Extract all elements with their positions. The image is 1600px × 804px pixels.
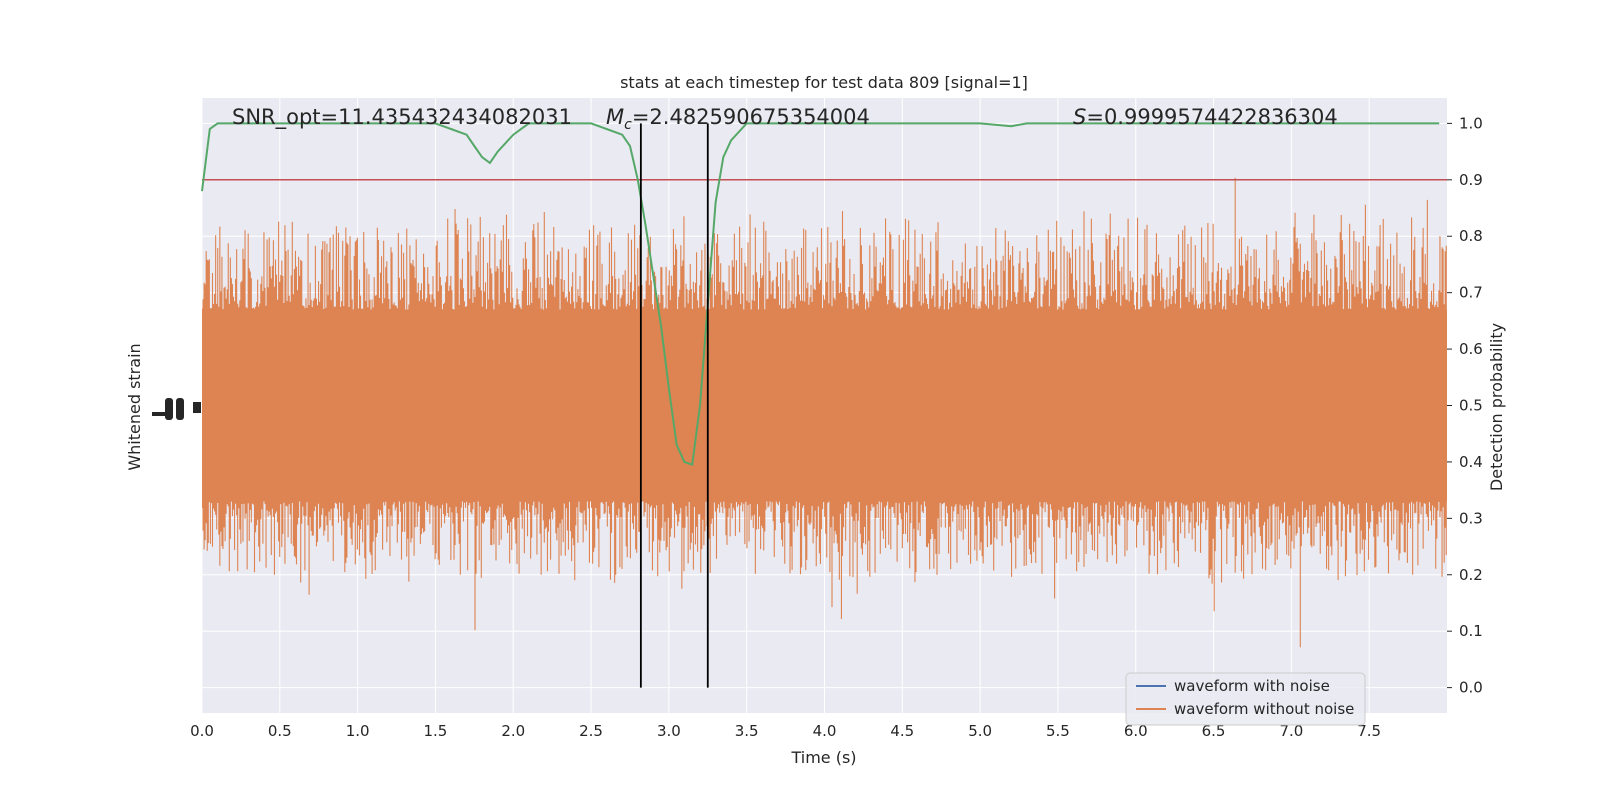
detection-probability-line <box>201 122 1440 467</box>
x-tick-label: 5.5 <box>1046 722 1070 740</box>
legend-label-with-noise: waveform with noise <box>1174 677 1330 695</box>
x-tick-label: 4.5 <box>890 722 914 740</box>
noise-band <box>202 177 1447 648</box>
x-tick-label: 3.0 <box>657 722 681 740</box>
mc-symbol: M <box>606 105 624 129</box>
left-tick-clutter <box>152 398 201 420</box>
y-right-tick-label: 0.9 <box>1459 171 1483 189</box>
reference-lines <box>201 122 1447 688</box>
mc-value: =2.482590675354004 <box>632 105 870 129</box>
y-axis-label-left: Whitened strain <box>125 343 144 470</box>
tick-labels: 0.0 0.5 1.0 1.5 2.0 2.5 3.0 3.5 4.0 4.5 5.0 5.5 6.0 6… <box>190 114 1483 740</box>
noise-spikes <box>202 177 1447 648</box>
s-annotation: S=0.9999574422836304 <box>1073 105 1338 129</box>
x-tick-label: 7.0 <box>1279 722 1303 740</box>
x-tick-label: 6.5 <box>1202 722 1226 740</box>
legend-frame <box>1125 672 1366 726</box>
legend-label-without-noise: waveform without noise <box>1174 700 1354 718</box>
x-tick-label: 0.0 <box>190 722 214 740</box>
x-tick-label: 1.5 <box>424 722 448 740</box>
x-tick-label: 2.0 <box>501 722 525 740</box>
y-axis-label-right: Detection probability <box>1487 323 1506 491</box>
y-right-tick-label: 0.4 <box>1459 453 1483 471</box>
s-symbol: S <box>1073 105 1086 129</box>
y-right-tick-label: 0.5 <box>1459 397 1483 415</box>
chart-title: stats at each timestep for test data 809… <box>620 73 1028 92</box>
y-right-tick-label: 0.0 <box>1459 679 1483 697</box>
y-right-tick-label: 0.6 <box>1459 340 1483 358</box>
y-right-tick-label: 0.2 <box>1459 566 1483 584</box>
x-tick-label: 4.0 <box>813 722 837 740</box>
y-right-tick-label: 1.0 <box>1459 114 1483 132</box>
y-right-tick-label: 0.3 <box>1459 509 1483 527</box>
x-tick-label: 5.0 <box>968 722 992 740</box>
mc-annotation: Mc=2.482590675354004 <box>606 105 870 133</box>
y-right-tick-label: 0.1 <box>1459 622 1483 640</box>
mc-subscript: c <box>624 117 632 133</box>
y-right-tick-label: 0.7 <box>1459 284 1483 302</box>
legend: waveform with noise waveform without noi… <box>1125 672 1366 726</box>
x-axis-label: Time (s) <box>790 748 856 767</box>
y-right-tick-label: 0.8 <box>1459 227 1483 245</box>
s-value: =0.9999574422836304 <box>1086 105 1337 129</box>
series-layer <box>202 177 1447 648</box>
x-tick-label: 2.5 <box>579 722 603 740</box>
x-tick-label: 3.5 <box>735 722 759 740</box>
snr-annotation: SNR_opt=11.435432434082031 <box>232 105 572 130</box>
x-tick-label: 0.5 <box>268 722 292 740</box>
x-tick-label: 7.5 <box>1357 722 1381 740</box>
x-tick-label: 1.0 <box>346 722 370 740</box>
x-tick-label: 6.0 <box>1124 722 1148 740</box>
